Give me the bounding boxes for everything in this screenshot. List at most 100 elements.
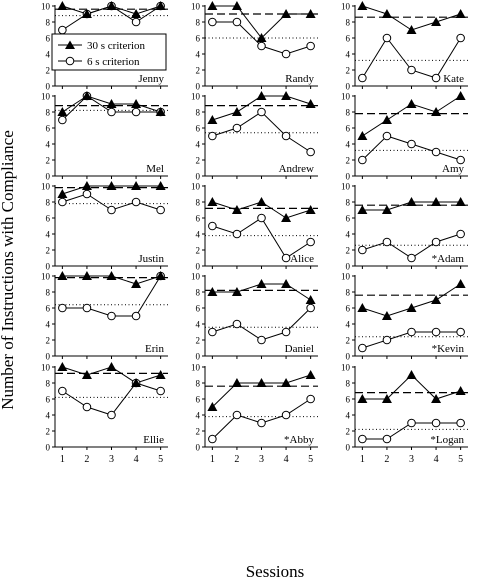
point-30s xyxy=(305,99,316,108)
y-tick-label: 2 xyxy=(346,65,351,75)
point-30s xyxy=(406,25,417,34)
point-30s xyxy=(106,99,117,108)
panel-mel: 0 2 4 6 8 10 Mel xyxy=(41,91,168,181)
point-6s xyxy=(382,237,392,247)
y-tick-label: 10 xyxy=(341,91,351,101)
point-6s xyxy=(456,418,465,428)
y-tick-label: 2 xyxy=(346,155,351,165)
x-tick-label: 1 xyxy=(360,454,365,465)
point-6s xyxy=(257,418,266,428)
point-6s xyxy=(107,311,116,321)
y-tick-label: 0 xyxy=(46,442,51,452)
point-30s xyxy=(357,131,368,140)
y-tick-label: 8 xyxy=(46,107,51,117)
y-tick-label: 10 xyxy=(41,1,51,11)
panel-grid: 0246810Jenny0246810Randy0246810Kate02468… xyxy=(41,1,468,465)
point-6s xyxy=(407,327,416,337)
y-tick-label: 0 xyxy=(46,351,51,361)
point-30s xyxy=(81,9,92,18)
y-tick-label: 4 xyxy=(46,410,51,420)
point-6s xyxy=(456,33,465,43)
point-30s xyxy=(231,1,242,10)
participant-name: *Logan xyxy=(430,434,464,446)
point-30s xyxy=(207,115,218,124)
panel-andrew: 0 2 4 6 8 10 Andrew xyxy=(191,91,318,181)
y-tick-label: 10 xyxy=(341,362,351,372)
participant-name: Jenny xyxy=(138,73,164,85)
series-line-6s xyxy=(212,217,311,259)
y-tick-label: 8 xyxy=(46,287,51,297)
y-tick-label: 6 xyxy=(196,123,201,133)
point-30s xyxy=(431,107,442,116)
point-30s xyxy=(455,386,466,395)
point-30s xyxy=(381,311,392,320)
point-6s xyxy=(257,41,266,51)
point-30s xyxy=(431,295,442,304)
series-line-6s xyxy=(62,382,161,416)
point-6s xyxy=(232,229,242,239)
participant-name: Ellie xyxy=(143,434,164,446)
participant-name: Randy xyxy=(285,73,314,85)
y-tick-label: 8 xyxy=(196,17,201,27)
y-tick-label: 2 xyxy=(46,245,51,255)
point-30s xyxy=(231,378,242,387)
point-30s xyxy=(207,402,218,411)
point-30s xyxy=(57,107,68,116)
y-tick-label: 0 xyxy=(196,351,201,361)
y-tick-label: 10 xyxy=(191,91,201,101)
y-tick-label: 0 xyxy=(346,442,351,452)
y-tick-label: 0 xyxy=(196,81,201,91)
y-tick-label: 8 xyxy=(196,378,201,388)
y-tick-label: 6 xyxy=(196,213,201,223)
y-tick-label: 8 xyxy=(346,17,351,27)
point-6s xyxy=(281,253,291,263)
y-tick-label: 10 xyxy=(191,271,201,281)
point-6s xyxy=(407,139,416,149)
point-30s xyxy=(381,115,392,124)
x-tick-label: 5 xyxy=(308,454,313,465)
point-30s xyxy=(357,303,368,312)
panel-kate: 0 2 4 6 8 10 Kate xyxy=(341,1,468,91)
y-tick-label: 6 xyxy=(346,123,351,133)
participant-name: Justin xyxy=(138,253,164,265)
y-tick-label: 10 xyxy=(191,1,201,11)
y-tick-label: 6 xyxy=(46,33,51,43)
y-tick-label: 8 xyxy=(196,107,201,117)
x-tick-label: 4 xyxy=(284,454,289,465)
point-6s xyxy=(82,402,92,412)
point-6s xyxy=(431,237,441,247)
y-tick-label: 0 xyxy=(346,171,351,181)
participant-name: Erin xyxy=(145,343,164,355)
point-6s xyxy=(431,327,441,337)
point-30s xyxy=(81,271,92,280)
point-6s xyxy=(82,189,92,199)
participant-name: Daniel xyxy=(285,343,314,355)
legend: 30 s criterion 6 s criterion xyxy=(51,33,167,71)
point-30s xyxy=(131,279,142,288)
y-tick-label: 6 xyxy=(196,394,201,404)
point-30s xyxy=(231,287,242,296)
point-6s xyxy=(431,147,441,157)
point-30s xyxy=(305,295,316,304)
y-axis-label: Number of Instructions with Compliance xyxy=(0,130,17,410)
point-6s xyxy=(131,197,141,207)
x-tick-label: 4 xyxy=(134,454,139,465)
point-6s xyxy=(358,434,367,444)
y-tick-label: 2 xyxy=(346,245,351,255)
y-tick-label: 4 xyxy=(346,49,351,59)
point-30s xyxy=(431,394,442,403)
point-30s xyxy=(256,33,267,42)
y-tick-label: 6 xyxy=(196,303,201,313)
y-tick-label: 0 xyxy=(346,81,351,91)
point-30s xyxy=(57,189,68,198)
y-tick-label: 4 xyxy=(346,229,351,239)
point-30s xyxy=(281,213,292,222)
point-30s xyxy=(406,303,417,312)
y-tick-label: 0 xyxy=(196,442,201,452)
y-tick-label: 2 xyxy=(46,426,51,436)
y-tick-label: 0 xyxy=(46,261,51,271)
participant-name: Alice xyxy=(290,253,314,265)
y-tick-label: 2 xyxy=(196,245,201,255)
